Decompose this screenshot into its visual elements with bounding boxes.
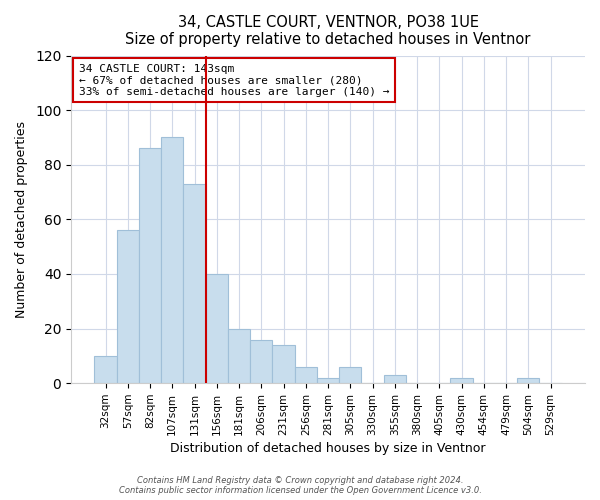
Bar [451, 378, 473, 383]
Y-axis label: Number of detached properties: Number of detached properties [15, 121, 28, 318]
Bar [116, 230, 139, 383]
Bar [339, 367, 361, 383]
Bar [295, 367, 317, 383]
Bar [517, 378, 539, 383]
Bar [228, 328, 250, 383]
X-axis label: Distribution of detached houses by size in Ventnor: Distribution of detached houses by size … [170, 442, 486, 455]
Bar [383, 375, 406, 383]
Bar [184, 184, 206, 383]
Bar [206, 274, 228, 383]
Title: 34, CASTLE COURT, VENTNOR, PO38 1UE
Size of property relative to detached houses: 34, CASTLE COURT, VENTNOR, PO38 1UE Size… [125, 15, 531, 48]
Bar [161, 138, 184, 383]
Bar [272, 345, 295, 383]
Bar [139, 148, 161, 383]
Text: Contains HM Land Registry data © Crown copyright and database right 2024.
Contai: Contains HM Land Registry data © Crown c… [119, 476, 481, 495]
Bar [94, 356, 116, 383]
Bar [250, 340, 272, 383]
Text: 34 CASTLE COURT: 143sqm
← 67% of detached houses are smaller (280)
33% of semi-d: 34 CASTLE COURT: 143sqm ← 67% of detache… [79, 64, 389, 97]
Bar [317, 378, 339, 383]
